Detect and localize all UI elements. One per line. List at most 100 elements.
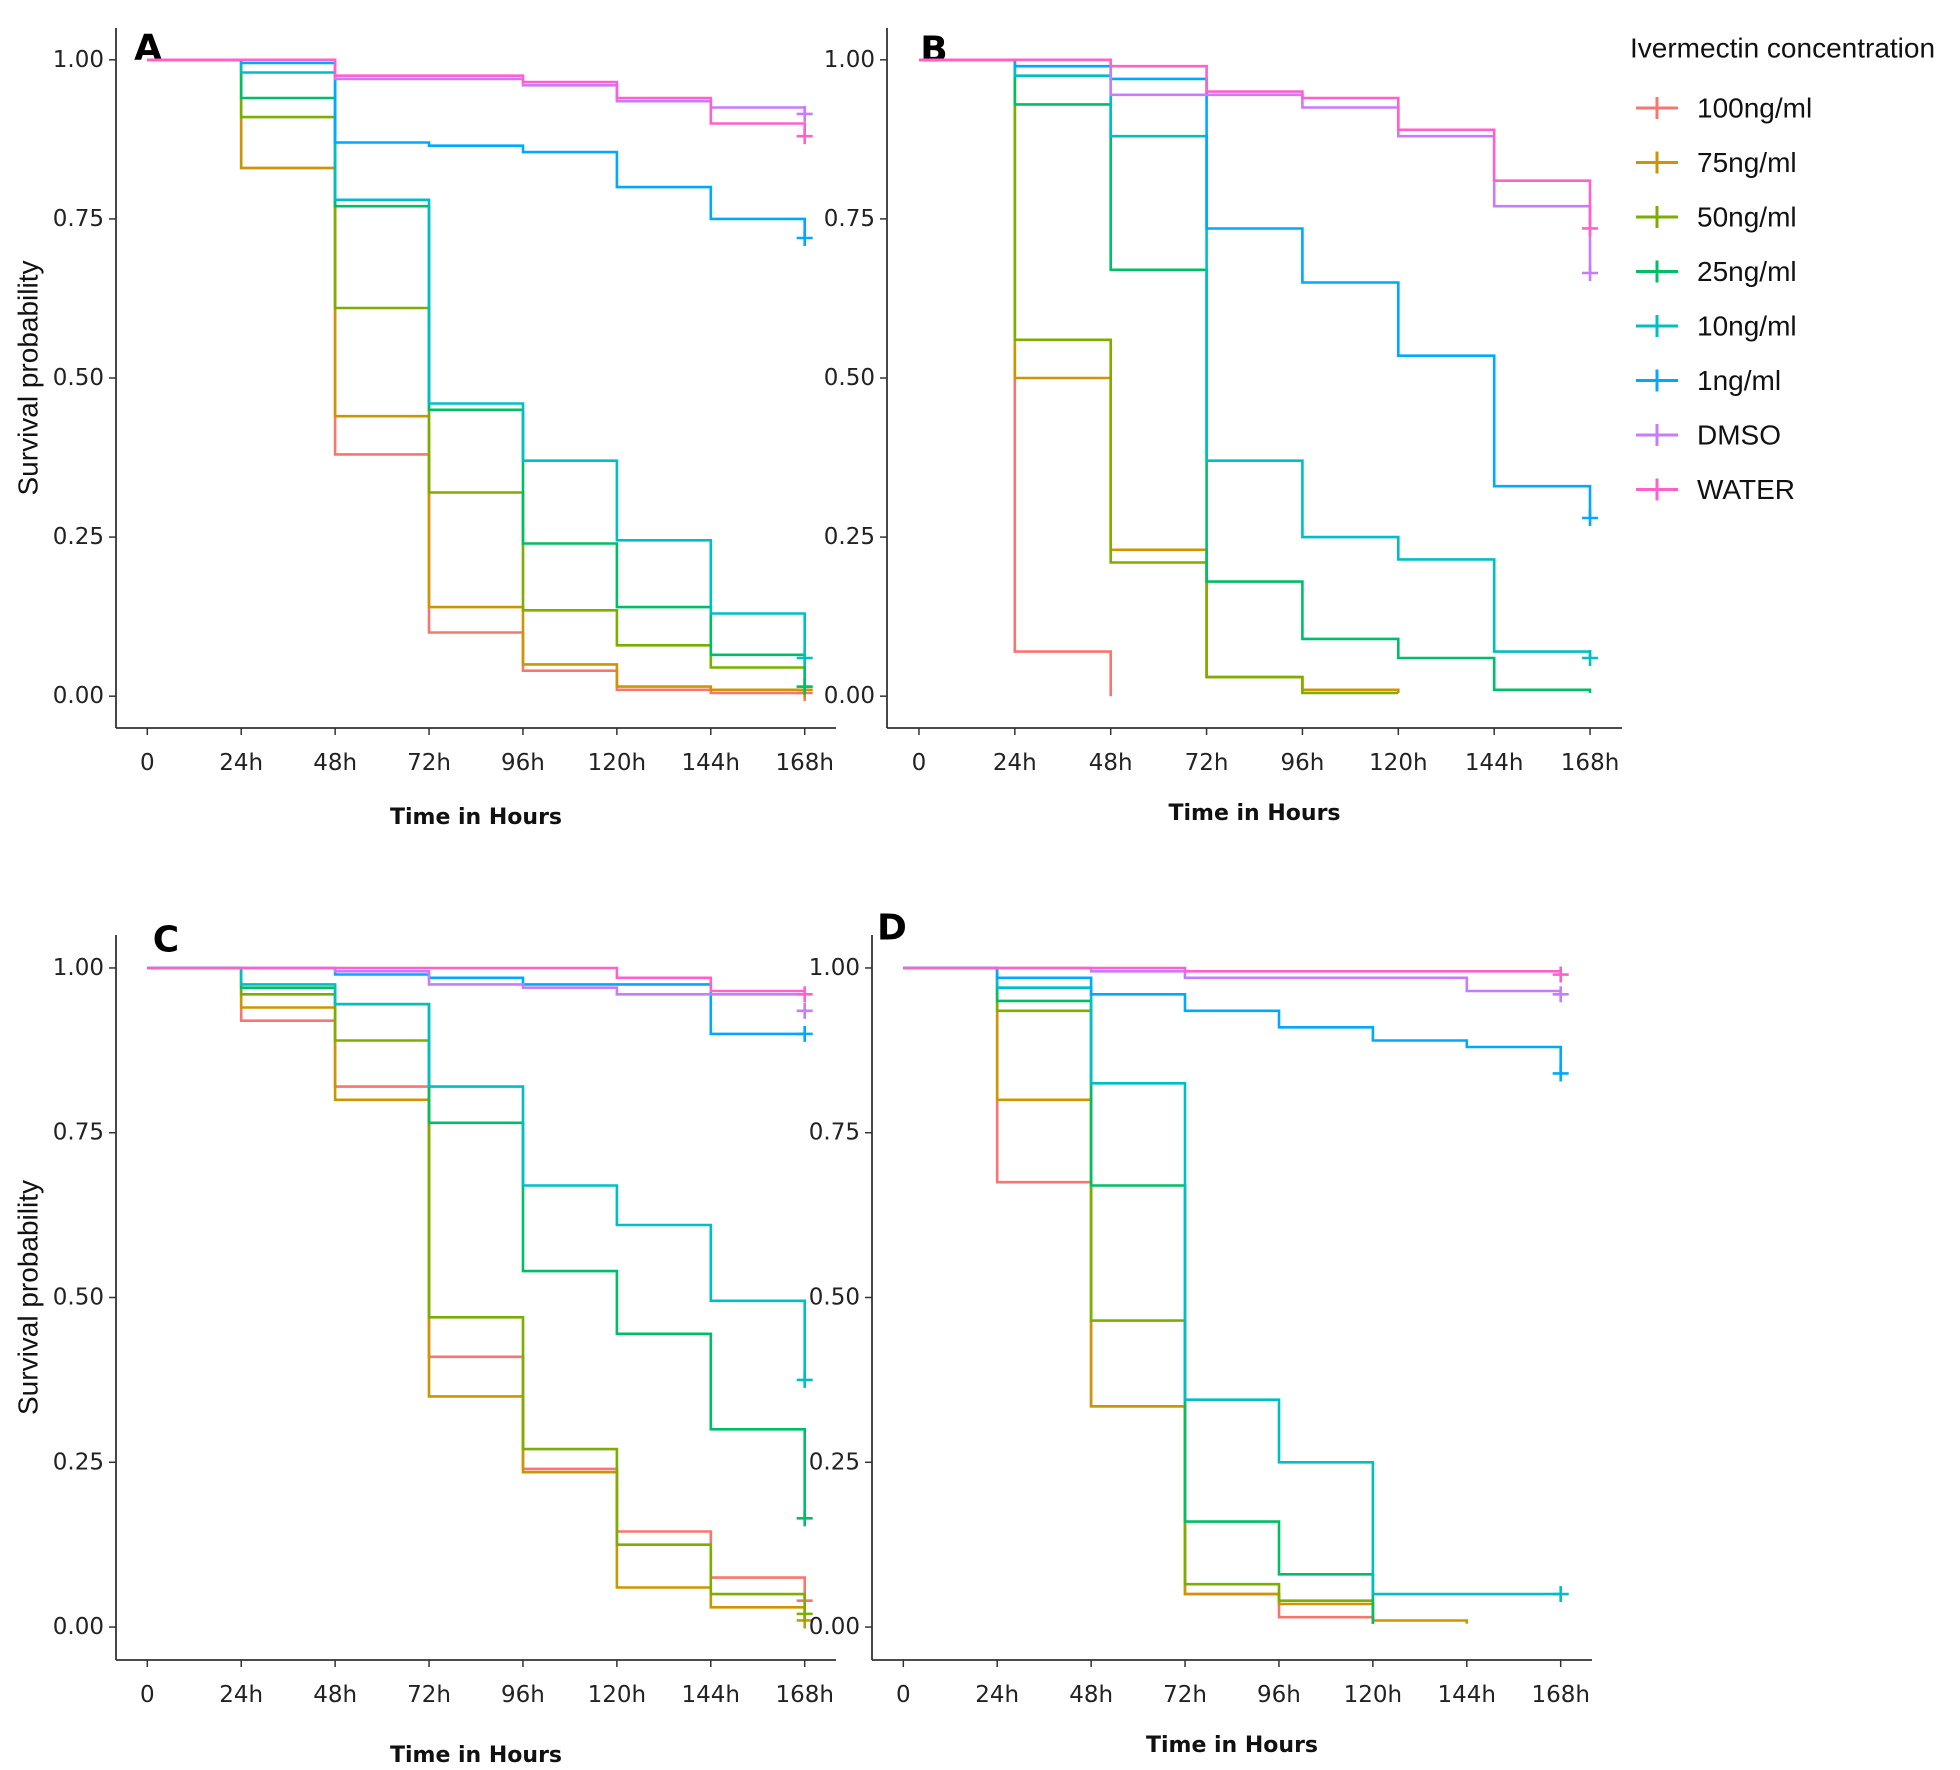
legend-label: 100ng/ml [1697, 93, 1812, 124]
series-line-1ng-ml [919, 58, 1592, 518]
series-line-water [147, 966, 806, 995]
x-tick-label: 24h [993, 750, 1037, 776]
x-tick-label: 24h [219, 1682, 263, 1708]
y-tick-label: 0.75 [53, 206, 104, 232]
legend-title: Ivermectin concentration [1630, 33, 1935, 64]
x-tick-label: 120h [588, 1682, 646, 1708]
legend-item-water: WATER [1636, 474, 1795, 505]
censor-mark-water [1582, 220, 1599, 237]
y-tick-label: 0.50 [53, 365, 104, 391]
y-tick-label: 0.25 [53, 524, 104, 550]
x-tick-label: 72h [1163, 1682, 1207, 1708]
legend-label: 75ng/ml [1697, 147, 1797, 178]
x-tick-label: 168h [775, 1682, 833, 1708]
y-tick-label: 1.00 [809, 955, 860, 981]
x-tick-label: 0 [140, 750, 155, 776]
y-tick-label: 0.50 [824, 365, 875, 391]
legend-label: WATER [1697, 474, 1795, 505]
censor-mark-water [796, 128, 813, 145]
y-tick-label: 0.75 [809, 1120, 860, 1146]
legend-item-100ng-ml: 100ng/ml [1636, 93, 1812, 124]
y-tick-label: 1.00 [824, 47, 875, 73]
panel-a: A 0.00 0.25 0.50 0.75 1.00 0 24h 48h 72h 96h 120h 14… [13, 28, 836, 830]
censor-mark-10ng-ml [796, 650, 813, 666]
x-tick-label: 72h [407, 1682, 451, 1708]
censor-mark-dmso [796, 105, 813, 122]
x-axis-title: Time in Hours [1146, 1733, 1318, 1758]
censor-mark-water [796, 986, 813, 1003]
censor-mark-1ng-ml [796, 1025, 813, 1042]
censor-mark-dmso [796, 1002, 813, 1019]
series-line-10ng-ml [147, 966, 806, 1380]
legend-item-25ng-ml: 25ng/ml [1636, 256, 1797, 287]
panel-letter: D [877, 908, 907, 949]
x-tick-label: 96h [1281, 750, 1325, 776]
series-line-10ng-ml [903, 966, 1561, 1596]
y-tick-label: 1.00 [53, 955, 104, 981]
x-tick-label: 120h [1369, 750, 1427, 776]
x-tick-label: 0 [912, 750, 927, 776]
x-tick-label: 120h [1344, 1682, 1402, 1708]
x-tick-label: 96h [1257, 1682, 1301, 1708]
y-axis-title: Survival probability [13, 1180, 44, 1415]
x-tick-label: 48h [313, 1682, 357, 1708]
y-axis-title: Survival probability [13, 261, 44, 496]
panel-letter: A [134, 28, 162, 69]
x-tick-label: 0 [896, 1682, 911, 1708]
y-tick-label: 0.00 [824, 683, 875, 709]
x-tick-label: 96h [501, 750, 545, 776]
x-tick-label: 144h [1465, 750, 1523, 776]
censor-mark-10ng-ml [1582, 650, 1599, 666]
y-tick-label: 0.75 [824, 206, 875, 232]
x-tick-label: 144h [682, 750, 740, 776]
y-tick-label: 0.00 [53, 683, 104, 709]
y-tick-label: 0.25 [824, 524, 875, 550]
legend-label: 1ng/ml [1697, 365, 1781, 396]
x-tick-label: 0 [140, 1682, 155, 1708]
series-line-50ng-ml [147, 966, 806, 1614]
legend-item-1ng-ml: 1ng/ml [1636, 365, 1781, 396]
x-tick-label: 144h [1438, 1682, 1496, 1708]
series-line-50ng-ml [919, 58, 1399, 695]
censor-mark-1ng-ml [1582, 510, 1599, 526]
x-tick-label: 144h [682, 1682, 740, 1708]
series-line-water [919, 58, 1592, 229]
panel-letter: C [153, 920, 179, 961]
censor-mark-1ng-ml [796, 230, 813, 246]
censor-mark-25ng-ml [796, 678, 813, 695]
x-tick-label: 72h [1185, 750, 1229, 776]
series-line-25ng-ml [919, 58, 1592, 693]
y-tick-label: 0.50 [809, 1285, 860, 1311]
legend-item-10ng-ml: 10ng/ml [1636, 311, 1797, 342]
panel-d: D 0.00 0.25 0.50 0.75 1.00 0 24h 48h 72h 96h 120h 14… [809, 908, 1592, 1758]
censor-mark-dmso [1552, 986, 1569, 1003]
y-tick-label: 0.00 [809, 1614, 860, 1640]
censor-mark-1ng-ml [1552, 1065, 1569, 1082]
x-tick-label: 48h [313, 750, 357, 776]
legend-label: 10ng/ml [1697, 311, 1797, 342]
censor-mark-10ng-ml [796, 1371, 813, 1388]
x-tick-label: 24h [975, 1682, 1019, 1708]
series-line-10ng-ml [147, 58, 806, 658]
x-tick-label: 168h [1561, 750, 1619, 776]
censor-mark-water [1552, 966, 1569, 983]
y-tick-label: 0.00 [53, 1614, 104, 1640]
legend-item-75ng-ml: 75ng/ml [1636, 147, 1797, 178]
x-axis-title: Time in Hours [1168, 801, 1340, 826]
y-tick-label: 0.25 [53, 1449, 104, 1475]
x-tick-label: 48h [1089, 750, 1133, 776]
series-line-water [903, 966, 1562, 975]
x-tick-label: 72h [407, 750, 451, 776]
x-tick-label: 96h [501, 1682, 545, 1708]
x-tick-label: 168h [775, 750, 833, 776]
legend-item-dmso: DMSO [1636, 420, 1781, 451]
x-axis-title: Time in Hours [390, 1743, 562, 1768]
censor-mark-10ng-ml [1552, 1586, 1569, 1603]
x-axis-title: Time in Hours [390, 805, 562, 830]
x-tick-label: 24h [219, 750, 263, 776]
censor-mark-50ng-ml [796, 1605, 813, 1622]
x-tick-label: 168h [1531, 1682, 1589, 1708]
series-line-75ng-ml [147, 58, 805, 692]
